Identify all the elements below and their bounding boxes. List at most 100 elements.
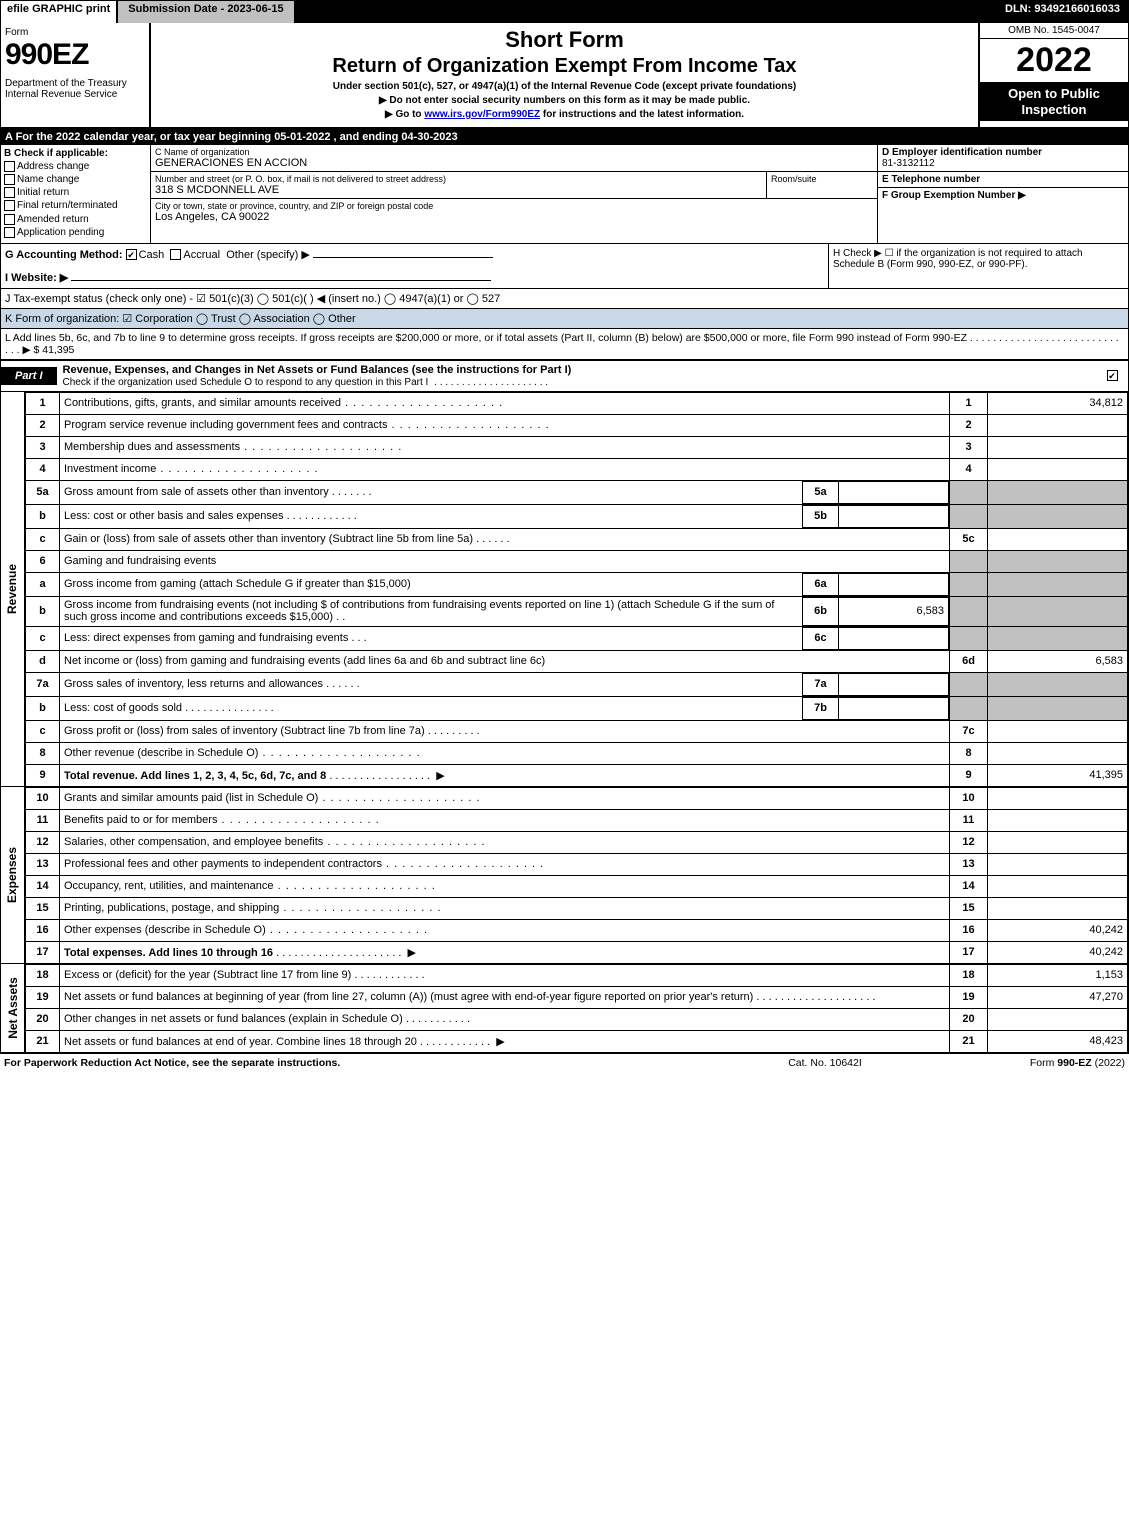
c-city-cell: City or town, state or province, country… [151,199,877,225]
line-k: K Form of organization: ☑ Corporation ◯ … [1,309,1128,329]
top-bar: efile GRAPHIC print Submission Date - 20… [1,1,1128,23]
row-5b: bLess: cost or other basis and sales exp… [26,504,1128,528]
row-11: 11Benefits paid to or for members11 [26,809,1128,831]
c-street-label: Number and street (or P. O. box, if mail… [155,174,762,184]
row-17: 17Total expenses. Add lines 10 through 1… [26,941,1128,963]
submission-date-label: Submission Date - 2023-06-15 [118,1,295,23]
row-12: 12Salaries, other compensation, and empl… [26,831,1128,853]
form-title: Return of Organization Exempt From Incom… [159,55,970,78]
c-city-value: Los Angeles, CA 90022 [155,211,873,223]
row-21: 21Net assets or fund balances at end of … [26,1030,1128,1052]
line-g: G Accounting Method: Cash Accrual Other … [1,244,828,288]
net-assets-section: Net Assets 18Excess or (deficit) for the… [1,964,1128,1053]
row-19: 19Net assets or fund balances at beginni… [26,986,1128,1008]
row-18: 18Excess or (deficit) for the year (Subt… [26,964,1128,986]
k-text: K Form of organization: ☑ Corporation ◯ … [5,313,356,325]
c-name-value: GENERACIONES EN ACCION [155,157,873,169]
l-text: L Add lines 5b, 6c, and 7b to line 9 to … [5,332,1119,356]
netassets-vlabel: Net Assets [1,964,25,1053]
row-9: 9Total revenue. Add lines 1, 2, 3, 4, 5c… [26,764,1128,786]
c-name-label: C Name of organization [155,147,873,157]
footer-right: Form 990-EZ (2022) [925,1057,1125,1069]
line-j: J Tax-exempt status (check only one) - ☑… [1,289,1128,309]
dln-label: DLN: 93492166016033 [997,1,1128,23]
form-number: 990EZ [5,38,145,72]
f-cell: F Group Exemption Number ▶ [878,188,1128,203]
row-14: 14Occupancy, rent, utilities, and mainte… [26,875,1128,897]
net-assets-table: 18Excess or (deficit) for the year (Subt… [25,964,1128,1053]
short-form-title: Short Form [159,27,970,53]
part-i-check[interactable] [1098,370,1128,382]
g-other-blank[interactable] [313,257,493,258]
row-6c: cLess: direct expenses from gaming and f… [26,626,1128,650]
row-10: 10Grants and similar amounts paid (list … [26,787,1128,809]
part-i-tab: Part I [1,367,57,385]
footer-left: For Paperwork Reduction Act Notice, see … [4,1057,725,1069]
subtitle-2: ▶ Do not enter social security numbers o… [159,95,970,106]
header-left: Form 990EZ Department of the Treasury In… [1,23,151,127]
expenses-vlabel: Expenses [1,787,25,964]
efile-print-label[interactable]: efile GRAPHIC print [1,1,118,23]
b-opt-amended-return[interactable]: Amended return [4,214,147,225]
b-opt-application-pending[interactable]: Application pending [4,227,147,238]
e-cell: E Telephone number [878,172,1128,188]
c-street-cell: Number and street (or P. O. box, if mail… [151,172,767,198]
row-1: 1Contributions, gifts, grants, and simil… [26,392,1128,414]
line-a-tax-year: A For the 2022 calendar year, or tax yea… [1,129,1128,145]
f-label: F Group Exemption Number ▶ [882,190,1124,201]
expenses-table: 10Grants and similar amounts paid (list … [25,787,1128,964]
row-6: 6Gaming and fundraising events [26,550,1128,572]
b-header: B Check if applicable: [4,148,147,159]
d-label: D Employer identification number [882,147,1124,158]
row-7c: cGross profit or (loss) from sales of in… [26,720,1128,742]
b-opt-final-return[interactable]: Final return/terminated [4,200,147,211]
row-13: 13Professional fees and other payments t… [26,853,1128,875]
irs-link[interactable]: www.irs.gov/Form990EZ [424,109,540,120]
header-right: OMB No. 1545-0047 2022 Open to Public In… [978,23,1128,127]
part-i-sub: Check if the organization used Schedule … [63,377,429,388]
h-text: H Check ▶ ☐ if the organization is not r… [833,248,1083,270]
i-website-blank[interactable] [71,280,491,281]
c-street-row: Number and street (or P. O. box, if mail… [151,172,877,199]
revenue-table: 1Contributions, gifts, grants, and simil… [25,392,1128,787]
b-opt-name-change[interactable]: Name change [4,174,147,185]
c-room-cell: Room/suite [767,172,877,198]
revenue-section: Revenue 1Contributions, gifts, grants, a… [1,392,1128,787]
c-room-label: Room/suite [771,174,817,184]
footer-mid: Cat. No. 10642I [725,1057,925,1069]
g-accrual-check[interactable] [170,249,181,260]
row-16: 16Other expenses (describe in Schedule O… [26,919,1128,941]
row-2: 2Program service revenue including gover… [26,414,1128,436]
c-city-label: City or town, state or province, country… [155,201,873,211]
row-5c: cGain or (loss) from sale of assets othe… [26,528,1128,550]
row-20: 20Other changes in net assets or fund ba… [26,1008,1128,1030]
d-cell: D Employer identification number 81-3132… [878,145,1128,172]
row-5a: 5aGross amount from sale of assets other… [26,480,1128,504]
j-text: J Tax-exempt status (check only one) - ☑… [5,293,500,305]
row-7b: bLess: cost of goods sold . . . . . . . … [26,696,1128,720]
header-center: Short Form Return of Organization Exempt… [151,23,978,127]
open-to-public: Open to Public Inspection [980,82,1128,121]
omb-number: OMB No. 1545-0047 [980,23,1128,39]
subtitle-3-post: for instructions and the latest informat… [540,109,744,120]
form-header: Form 990EZ Department of the Treasury In… [1,23,1128,129]
line-l: L Add lines 5b, 6c, and 7b to line 9 to … [1,329,1128,361]
line-h: H Check ▶ ☐ if the organization is not r… [828,244,1128,288]
tax-year: 2022 [980,39,1128,82]
g-accrual-label: Accrual [183,249,220,261]
e-label: E Telephone number [882,174,1124,185]
g-cash-label: Cash [139,249,165,261]
row-7a: 7aGross sales of inventory, less returns… [26,672,1128,696]
column-def: D Employer identification number 81-3132… [878,145,1128,243]
expenses-section: Expenses 10Grants and similar amounts pa… [1,787,1128,964]
department-label: Department of the Treasury Internal Reve… [5,78,145,100]
b-opt-initial-return[interactable]: Initial return [4,187,147,198]
part-i-title: Revenue, Expenses, and Changes in Net As… [57,361,1098,391]
row-4: 4Investment income4 [26,458,1128,480]
row-8: 8Other revenue (describe in Schedule O)8 [26,742,1128,764]
form-container: efile GRAPHIC print Submission Date - 20… [0,0,1129,1054]
g-cash-check[interactable] [126,249,137,260]
part-i-header: Part I Revenue, Expenses, and Changes in… [1,361,1128,392]
b-opt-address-change[interactable]: Address change [4,161,147,172]
section-b-to-f: B Check if applicable: Address change Na… [1,145,1128,244]
